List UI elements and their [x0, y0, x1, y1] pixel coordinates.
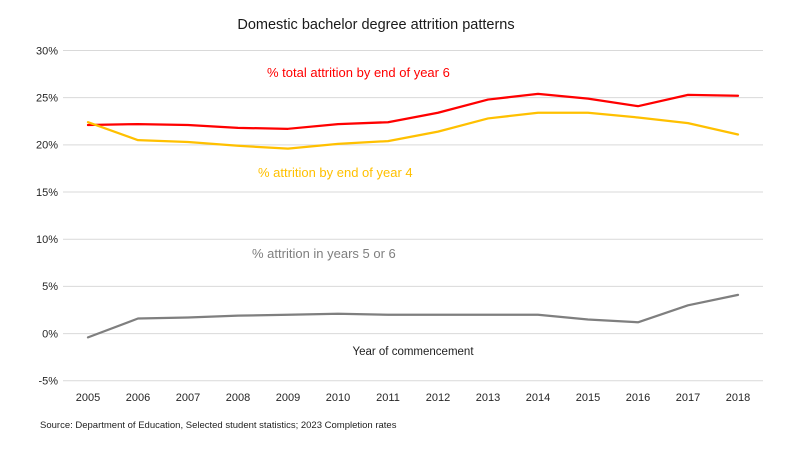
series-line-1	[86, 111, 740, 150]
x-tick-label: 2017	[676, 392, 700, 404]
y-tick-label: 25%	[36, 92, 58, 104]
y-tick-label: 10%	[36, 234, 58, 246]
x-tick-label: 2011	[376, 392, 400, 404]
y-tick-label: -5%	[38, 376, 58, 388]
x-tick-label: 2010	[326, 392, 350, 404]
y-tick-label: 30%	[36, 45, 58, 57]
y-tick-label: 5%	[42, 281, 58, 293]
series-line-0	[86, 92, 740, 130]
y-tick-label: 15%	[36, 187, 58, 199]
x-tick-label: 2015	[576, 392, 600, 404]
chart-title: Domestic bachelor degree attrition patte…	[237, 17, 515, 33]
x-tick-label: 2007	[176, 392, 200, 404]
y-tick-label: 0%	[42, 328, 58, 340]
y-tick-label: 20%	[36, 140, 58, 152]
x-tick-label: 2016	[626, 392, 650, 404]
series-label-attrition-years5or6: % attrition in years 5 or 6	[252, 246, 396, 261]
source-note: Source: Department of Education, Selecte…	[40, 420, 397, 431]
x-axis-title: Year of commencement	[352, 346, 474, 358]
x-tick-label: 2009	[276, 392, 300, 404]
x-tick-label: 2014	[526, 392, 550, 404]
x-tick-label: 2006	[126, 392, 150, 404]
series-label-total-attrition-year6: % total attrition by end of year 6	[267, 65, 450, 80]
x-tick-label: 2013	[476, 392, 500, 404]
x-tick-label: 2012	[426, 392, 450, 404]
series-label-attrition-end-year4: % attrition by end of year 4	[258, 165, 413, 180]
x-tick-label: 2008	[226, 392, 250, 404]
series-line-2	[86, 293, 740, 339]
x-tick-label: 2018	[726, 392, 750, 404]
x-tick-label: 2005	[76, 392, 100, 404]
